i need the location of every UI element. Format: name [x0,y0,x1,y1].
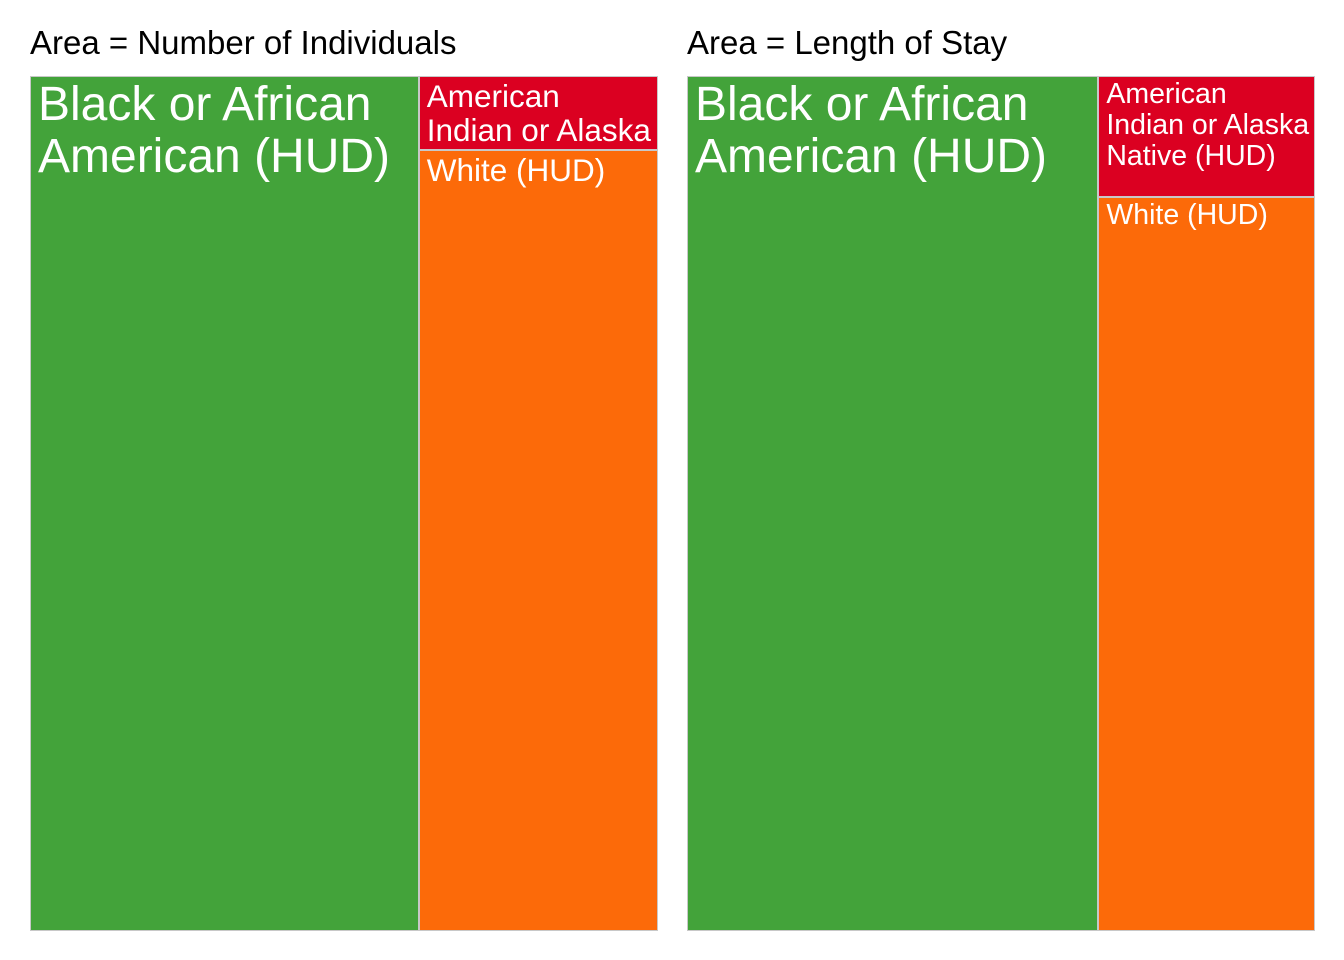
tile-label-american-indian-or-alaska-native: American Indian or Alaska Native (HUD) [426,78,651,149]
tile-label-black-or-african-american: Black or African American (HUD) [695,78,1048,183]
tile-label-white: White (HUD) [426,152,606,189]
tile-black-or-african-american: Black or African American (HUD) [687,76,1099,931]
tile-label-american-indian-or-alaska-native: American Indian or Alaska Native (HUD) [1106,78,1310,172]
tile-white: White (HUD) [1098,197,1315,931]
tile-label-white: White (HUD) [1106,199,1268,232]
treemap-length-of-stay: Black or African American (HUD) American … [687,76,1315,931]
tile-label-black-or-african-american: Black or African American (HUD) [38,78,391,183]
panel-title-length-of-stay: Area = Length of Stay [687,24,1008,61]
tile-american-indian-or-alaska-native: American Indian or Alaska Native (HUD) [418,76,658,151]
tile-black-or-african-american: Black or African American (HUD) [30,76,419,931]
tile-white: White (HUD) [418,150,658,931]
tile-american-indian-or-alaska-native: American Indian or Alaska Native (HUD) [1098,76,1315,198]
treemap-individuals: Black or African American (HUD) American … [30,76,658,931]
panel-title-individuals: Area = Number of Individuals [30,24,457,61]
